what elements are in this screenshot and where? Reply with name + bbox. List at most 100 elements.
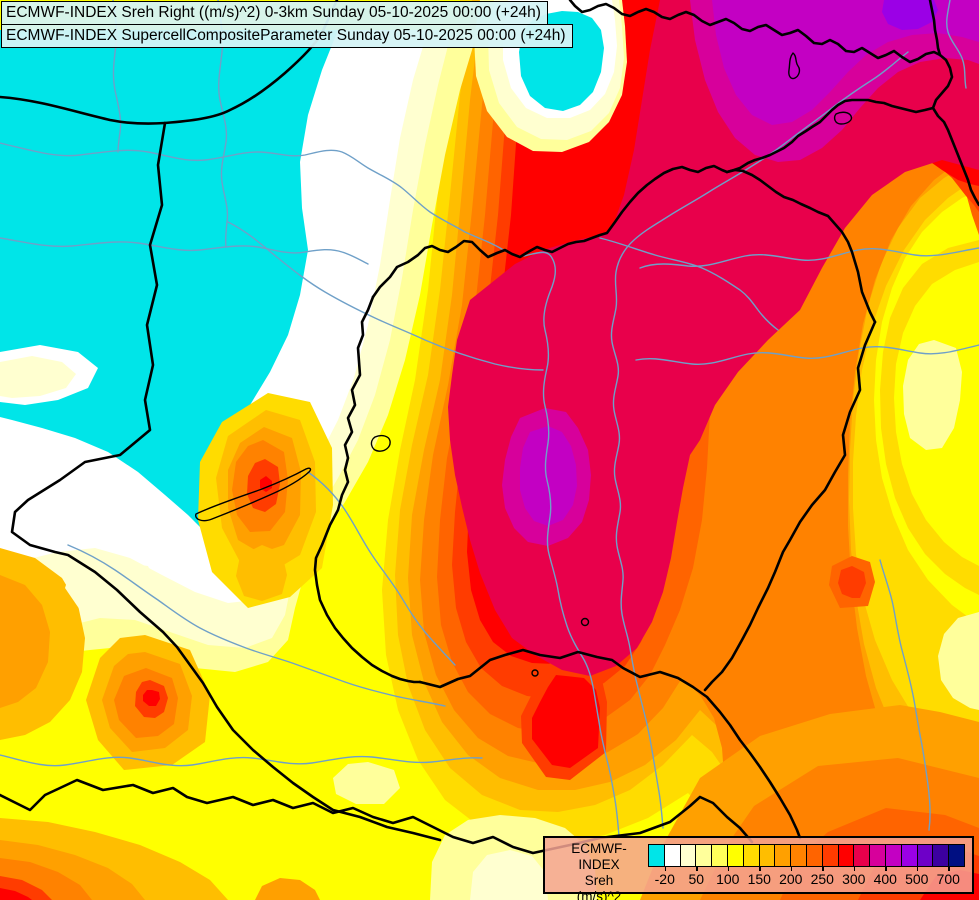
river — [639, 247, 979, 269]
legend-color-cell — [917, 845, 934, 866]
contour-region — [838, 566, 866, 598]
legend-units-label: (m/s)^2 — [576, 889, 622, 900]
river — [0, 754, 483, 767]
contour-region — [520, 426, 577, 526]
rivers — [0, 0, 979, 837]
legend-tick-value: 100 — [716, 871, 740, 887]
legend-tick-mark — [759, 866, 761, 871]
map-title-line-1: ECMWF-INDEX Sreh Right ((m/s)^2) 0-3km S… — [1, 1, 548, 25]
country-border — [725, 98, 935, 174]
legend-color-cell — [712, 845, 728, 866]
lake-balaton-outline — [195, 467, 312, 522]
contour-region — [0, 30, 338, 532]
lakes — [195, 52, 853, 677]
legend-labels: ECMWF-INDEX Sreh (m/s)^2 — [551, 841, 647, 900]
legend-color-cell — [933, 845, 950, 866]
legend-tick-mark — [885, 866, 887, 871]
legend-tick-value: -20 — [654, 871, 675, 887]
legend-color-cell — [791, 845, 807, 866]
legend-color-cell — [696, 845, 713, 866]
legend-color-cell — [727, 845, 744, 866]
legend-tick-mark — [727, 866, 730, 871]
lake-outline — [833, 111, 853, 125]
legend-tick-value: 250 — [810, 871, 834, 887]
contour-region — [255, 878, 320, 900]
legend-tick-mark — [790, 866, 793, 871]
country-border — [10, 121, 442, 842]
legend-color-cell — [885, 845, 902, 866]
country-border — [418, 648, 802, 840]
contour-region — [0, 575, 50, 708]
country-border — [703, 320, 877, 692]
country-borders — [0, 0, 979, 855]
legend-color-cell — [759, 845, 776, 866]
country-border — [0, 0, 339, 125]
map-title-line-2: ECMWF-INDEX SupercellCompositeParameter … — [1, 24, 573, 48]
legend-color-cell — [854, 845, 871, 866]
river — [227, 221, 544, 371]
contour-region — [143, 690, 160, 706]
contour-region — [903, 340, 962, 450]
legend-color-cell — [680, 845, 697, 866]
contour-region — [0, 356, 76, 398]
legend-tick-mark — [822, 866, 824, 871]
contour-region — [712, 0, 979, 125]
legend-tick-value: 300 — [842, 871, 866, 887]
legend-tick-value: 150 — [747, 871, 771, 887]
country-border — [313, 295, 422, 684]
legend-parameter-label: Sreh — [584, 873, 614, 888]
legend-tick-labels: -20 50 100 150 200 250 300 400 500 700 — [648, 865, 965, 891]
river — [599, 237, 779, 331]
legend-model-label: ECMWF-INDEX — [571, 841, 627, 872]
river — [635, 344, 979, 366]
map-title-box: ECMWF-INDEX Sreh Right ((m/s)^2) 0-3km S… — [1, 1, 573, 48]
river — [67, 544, 446, 707]
country-border — [371, 164, 877, 324]
contour-region — [0, 888, 32, 900]
river — [307, 471, 456, 666]
river — [0, 142, 620, 837]
legend-color-cell — [775, 845, 792, 866]
country-border — [0, 778, 754, 855]
legend-tick-mark — [948, 866, 950, 871]
legend-color-cell — [822, 845, 839, 866]
river — [0, 237, 369, 265]
river — [879, 559, 931, 831]
contour-region — [333, 762, 400, 804]
contour-region — [532, 675, 600, 768]
legend-tick-value: 700 — [936, 871, 960, 887]
lake-outline — [531, 669, 539, 677]
river — [610, 51, 909, 829]
legend-tick-mark — [916, 866, 919, 871]
legend-color-cell — [743, 845, 760, 866]
river — [217, 0, 229, 248]
legend-tick-mark — [696, 866, 698, 871]
legend-color-cell — [870, 845, 886, 866]
color-scale-legend: ECMWF-INDEX Sreh (m/s)^2 -20 50 100 150 200 2… — [543, 836, 974, 900]
legend-tick-value: 200 — [779, 871, 803, 887]
legend-color-cell — [838, 845, 855, 866]
country-border — [928, 0, 942, 57]
legend-tick-mark — [853, 866, 856, 871]
lake-outline — [580, 617, 590, 627]
contour-region — [236, 545, 287, 601]
legend-color-cell — [949, 845, 964, 866]
legend-tick-value: 500 — [905, 871, 929, 887]
legend-tick-value: 400 — [873, 871, 897, 887]
country-border — [568, 0, 979, 207]
legend-color-cell — [664, 845, 681, 866]
legend-color-cell — [806, 845, 823, 866]
contour-region — [882, 0, 938, 30]
river — [946, 0, 967, 89]
contour-region — [777, 620, 828, 678]
legend-color-bar — [648, 844, 965, 867]
legend-tick-value: 50 — [688, 871, 705, 887]
legend-tick-mark — [664, 866, 667, 871]
contour-region — [938, 612, 979, 710]
lake-outline — [788, 52, 801, 80]
lake-outline — [370, 434, 391, 452]
contour-region — [470, 850, 548, 900]
